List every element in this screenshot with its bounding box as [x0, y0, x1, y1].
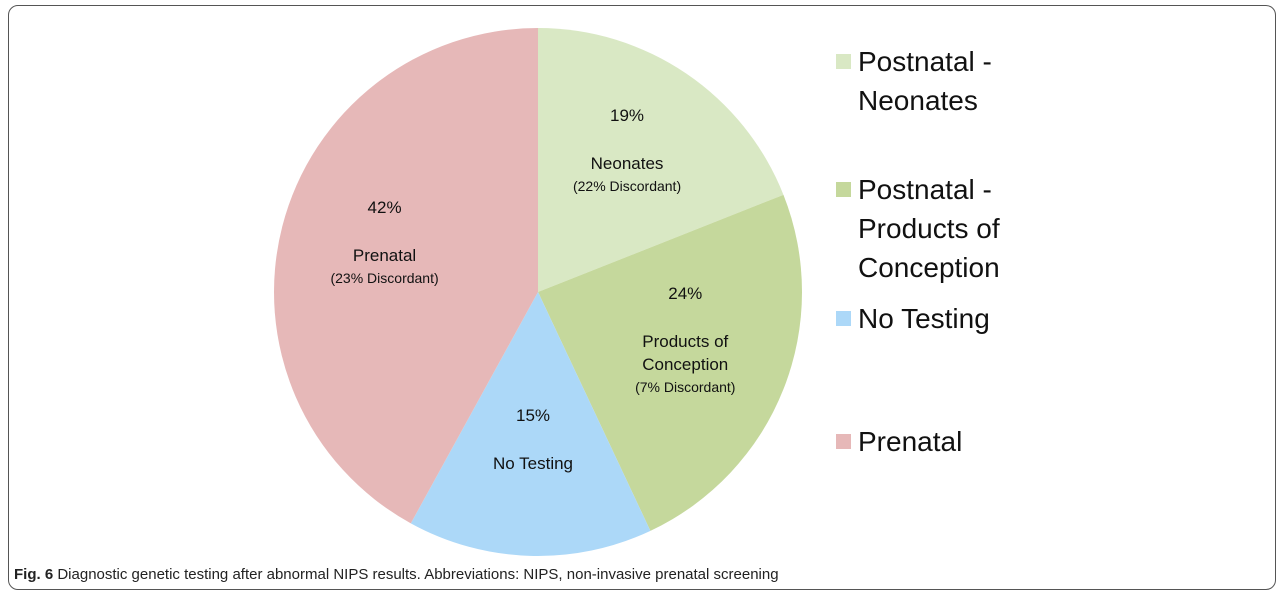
slice-label: Neonates	[590, 154, 664, 174]
legend-label: Postnatal - Products of Conception	[858, 174, 1000, 283]
pie-slice	[538, 28, 784, 292]
slice-label: No Testing	[493, 453, 574, 473]
pie-slice	[538, 194, 802, 531]
slice-note: (22% Discordant)	[572, 178, 682, 195]
legend-label: Postnatal - Neonates	[858, 46, 992, 116]
slice-note: (7% Discordant)	[635, 379, 736, 396]
slice-note: (23% Discordant)	[330, 270, 439, 287]
legend-swatch	[836, 311, 851, 326]
value-label: 24%	[668, 284, 703, 304]
legend-swatch	[836, 434, 851, 449]
value-label: 42%	[367, 198, 402, 218]
legend-swatch	[836, 182, 851, 197]
caption: Fig. 6 Diagnostic genetic testing after …	[14, 566, 779, 583]
legend-swatch	[836, 54, 851, 69]
value-label: 15%	[516, 405, 551, 425]
caption-text: Diagnostic genetic testing after abnorma…	[57, 566, 779, 583]
slice-label: Prenatal	[352, 246, 417, 266]
slice-label: Products of Conception	[642, 332, 729, 375]
pie-slice	[274, 28, 538, 524]
value-label: 19%	[610, 106, 645, 126]
pie-slice	[410, 292, 651, 557]
caption-label: Fig. 6	[14, 566, 54, 583]
frame	[8, 5, 1276, 590]
legend-label: Prenatal	[858, 426, 963, 457]
legend-label: No Testing	[858, 303, 990, 334]
